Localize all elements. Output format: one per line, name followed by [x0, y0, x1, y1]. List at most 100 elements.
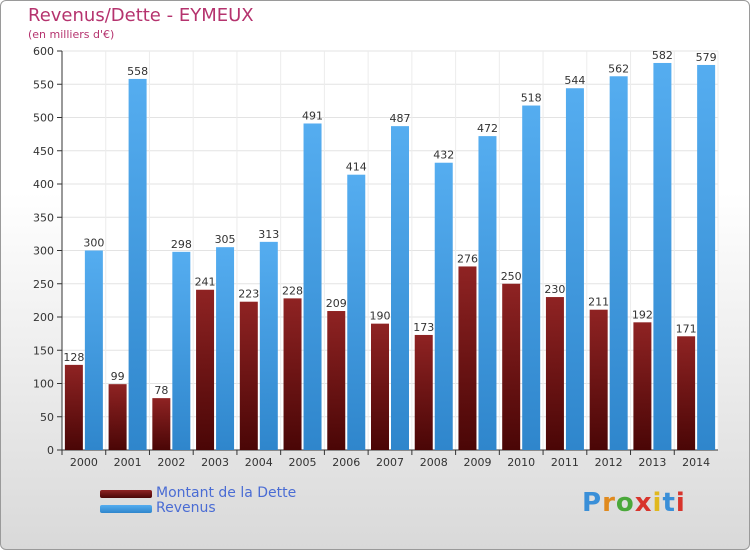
data-label-dette: 209	[326, 297, 347, 310]
bar-chart: 0 50 100 150 200 250 300 350 400 450 500 550 600 2000…	[33, 45, 719, 469]
x-tick-label: 2013	[638, 456, 666, 469]
bar-dette	[64, 364, 83, 450]
chart-title: Revenus/Dette - EYMEUX	[28, 5, 254, 26]
x-tick-label: 2000	[70, 456, 98, 469]
x-tick-label: 2003	[201, 456, 229, 469]
logo-letter: i	[675, 488, 686, 518]
data-label-revenus: 300	[83, 237, 104, 250]
data-label-revenus: 579	[696, 51, 717, 64]
bar-dette	[633, 322, 652, 450]
bar-revenus	[522, 105, 541, 450]
legend-label-revenus: Revenus	[156, 500, 216, 516]
bar-revenus	[609, 76, 628, 451]
data-label-revenus: 491	[302, 109, 323, 122]
y-tick-label: 300	[33, 245, 54, 258]
data-label-revenus: 518	[521, 92, 542, 105]
bar-revenus	[478, 136, 497, 450]
y-tick-label: 100	[33, 378, 54, 391]
bar-revenus	[259, 241, 278, 450]
logo-letter: o	[615, 488, 635, 518]
x-tick-label: 2012	[595, 456, 623, 469]
data-label-revenus: 544	[564, 74, 585, 87]
data-label-revenus: 313	[258, 228, 279, 241]
bar-revenus	[303, 123, 322, 451]
data-label-dette: 211	[588, 296, 609, 309]
bar-revenus	[84, 250, 103, 450]
y-tick-label: 600	[33, 45, 54, 58]
bar-dette	[152, 398, 171, 450]
bar-dette	[589, 309, 608, 450]
legend-swatch-revenus	[100, 505, 152, 513]
y-tick-label: 0	[47, 444, 54, 457]
bar-dette	[371, 323, 389, 450]
bar-revenus	[216, 247, 235, 450]
data-label-dette: 192	[632, 308, 653, 321]
chart-subtitle: (en milliers d'€)	[28, 28, 115, 41]
bars	[64, 62, 716, 451]
bar-dette	[545, 297, 564, 450]
data-label-revenus: 298	[171, 238, 192, 251]
data-label-dette: 190	[370, 310, 391, 323]
x-tick-label: 2009	[463, 456, 491, 469]
grid-lines	[61, 50, 719, 451]
data-label-dette: 228	[282, 284, 303, 297]
bar-revenus	[697, 64, 716, 450]
bar-revenus	[128, 78, 147, 451]
y-tick-label: 450	[33, 145, 54, 158]
bar-dette	[283, 298, 302, 450]
data-label-dette: 276	[457, 252, 478, 265]
logo-letter: P	[582, 488, 603, 518]
x-tick-label: 2011	[551, 456, 579, 469]
logo-letter: x	[634, 488, 653, 518]
data-label-revenus: 432	[433, 149, 454, 162]
logo-letter: t	[662, 488, 676, 518]
bar-dette	[458, 266, 477, 450]
x-tick-label: 2007	[376, 456, 404, 469]
x-tick-label: 2006	[332, 456, 360, 469]
logo-letter: i	[652, 488, 663, 518]
x-tick-label: 2010	[507, 456, 535, 469]
data-label-dette: 241	[195, 276, 216, 289]
data-label-dette: 173	[413, 321, 434, 334]
y-tick-label: 200	[33, 311, 54, 324]
y-tick-label: 250	[33, 278, 54, 291]
x-tick-label: 2004	[245, 456, 273, 469]
bar-revenus	[434, 162, 453, 450]
data-label-revenus: 472	[477, 122, 498, 135]
data-label-dette: 78	[154, 384, 168, 397]
data-label-dette: 250	[501, 270, 522, 283]
data-labels: 128 300 99 558 78 298 241 305 223 313 228 491 209 414…	[63, 49, 716, 397]
axes: 0 50 100 150 200 250 300 350 400 450 500 550 600 2000…	[33, 45, 718, 469]
data-label-revenus: 487	[390, 112, 411, 125]
x-tick-label: 2014	[682, 456, 710, 469]
y-tick-label: 150	[33, 344, 54, 357]
data-label-revenus: 582	[652, 49, 673, 62]
proxiti-logo: Proxiti	[582, 488, 686, 518]
bar-dette	[414, 334, 433, 450]
bar-dette	[108, 384, 127, 450]
data-label-dette: 99	[111, 370, 125, 383]
bar-revenus	[653, 62, 672, 450]
x-tick-label: 2008	[420, 456, 448, 469]
legend-label-dette: Montant de la Dette	[156, 485, 297, 501]
x-tick-label: 2001	[114, 456, 142, 469]
legend-swatch-dette	[100, 490, 152, 498]
bar-dette	[327, 311, 346, 450]
data-label-revenus: 562	[608, 62, 629, 75]
y-tick-label: 350	[33, 211, 54, 224]
logo-letter: r	[602, 488, 616, 518]
bar-dette	[196, 289, 215, 450]
y-tick-label: 550	[33, 78, 54, 91]
x-tick-label: 2005	[289, 456, 317, 469]
x-tick-label: 2002	[157, 456, 185, 469]
data-label-revenus: 305	[215, 233, 236, 246]
y-tick-label: 50	[40, 411, 54, 424]
bar-revenus	[172, 251, 191, 450]
data-label-dette: 223	[238, 288, 259, 301]
data-label-revenus: 558	[127, 65, 148, 78]
data-label-dette: 230	[544, 283, 565, 296]
data-label-revenus: 414	[346, 161, 367, 174]
bar-revenus	[391, 126, 409, 451]
y-tick-label: 400	[33, 178, 54, 191]
bar-revenus	[565, 88, 584, 451]
